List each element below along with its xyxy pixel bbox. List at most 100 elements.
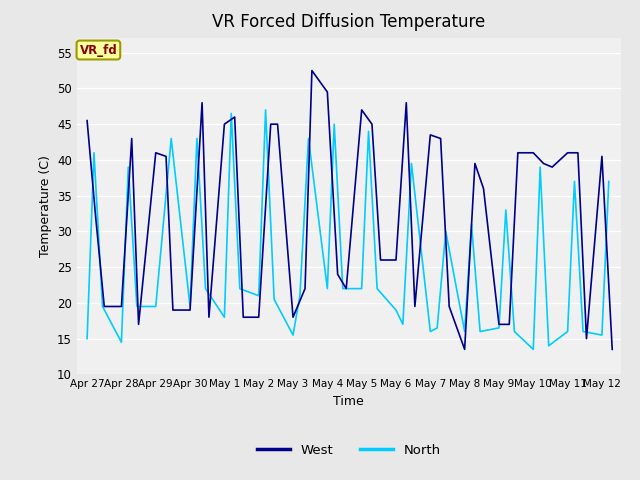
X-axis label: Time: Time <box>333 395 364 408</box>
West <box>540 161 547 167</box>
North <box>502 207 509 213</box>
West <box>334 271 342 277</box>
Line: West: West <box>87 71 612 349</box>
West <box>169 307 177 313</box>
North <box>262 107 269 113</box>
North <box>564 329 572 335</box>
West <box>205 314 212 320</box>
North <box>202 286 209 291</box>
West <box>377 257 385 263</box>
West <box>436 136 444 142</box>
Title: VR Forced Diffusion Temperature: VR Forced Diffusion Temperature <box>212 13 485 31</box>
North <box>90 150 98 156</box>
North <box>193 136 201 142</box>
West <box>358 107 365 113</box>
North <box>365 129 372 134</box>
West <box>471 161 479 167</box>
North <box>305 136 312 142</box>
West <box>323 89 331 95</box>
West <box>564 150 572 156</box>
North <box>289 332 297 338</box>
North <box>605 179 612 184</box>
West <box>609 347 616 352</box>
North <box>433 325 441 331</box>
North <box>373 286 381 291</box>
North <box>255 293 262 299</box>
North <box>227 110 235 116</box>
North <box>426 329 434 335</box>
North <box>330 121 338 127</box>
West <box>514 150 522 156</box>
West <box>255 314 262 320</box>
North <box>118 339 125 345</box>
West <box>92 214 99 220</box>
North <box>495 325 503 331</box>
North <box>468 221 476 227</box>
West <box>426 132 434 138</box>
West <box>301 286 309 291</box>
West <box>83 118 91 123</box>
West <box>118 304 125 310</box>
North <box>461 329 468 335</box>
West <box>403 100 410 106</box>
West <box>529 150 537 156</box>
West <box>598 154 606 159</box>
West <box>128 136 136 142</box>
North <box>408 161 415 167</box>
North <box>529 347 537 352</box>
West <box>274 121 282 127</box>
West <box>495 322 503 327</box>
Y-axis label: Temperature (C): Temperature (C) <box>38 156 51 257</box>
North <box>399 322 406 327</box>
North <box>579 329 587 335</box>
West <box>574 150 582 156</box>
West <box>445 304 453 310</box>
West <box>411 304 419 310</box>
North <box>236 286 244 291</box>
Text: VR_fd: VR_fd <box>79 44 117 57</box>
West <box>186 307 194 313</box>
North <box>545 343 552 348</box>
West <box>548 164 556 170</box>
North <box>270 297 278 302</box>
West <box>479 186 487 192</box>
Line: North: North <box>87 110 609 349</box>
North <box>571 179 579 184</box>
North <box>296 293 304 299</box>
North <box>83 336 91 342</box>
North <box>152 304 159 310</box>
North <box>536 164 544 170</box>
West <box>198 100 206 106</box>
West <box>461 347 468 352</box>
West <box>342 286 350 291</box>
West <box>368 121 376 127</box>
West <box>162 154 170 159</box>
North <box>392 307 400 313</box>
West <box>289 314 297 320</box>
North <box>323 286 331 291</box>
West <box>231 114 239 120</box>
North <box>511 329 518 335</box>
West <box>221 121 228 127</box>
North <box>358 286 365 291</box>
West <box>239 314 247 320</box>
West <box>582 336 590 342</box>
North <box>99 304 106 310</box>
North <box>186 304 194 310</box>
West <box>392 257 400 263</box>
Legend: West, North: West, North <box>252 438 445 462</box>
West <box>267 121 275 127</box>
West <box>100 304 108 310</box>
North <box>476 329 484 335</box>
West <box>152 150 159 156</box>
West <box>506 322 513 327</box>
North <box>124 164 132 170</box>
North <box>221 314 228 320</box>
North <box>442 228 449 234</box>
West <box>135 322 143 327</box>
West <box>308 68 316 73</box>
North <box>167 136 175 142</box>
North <box>133 304 141 310</box>
North <box>598 332 606 338</box>
North <box>339 286 347 291</box>
